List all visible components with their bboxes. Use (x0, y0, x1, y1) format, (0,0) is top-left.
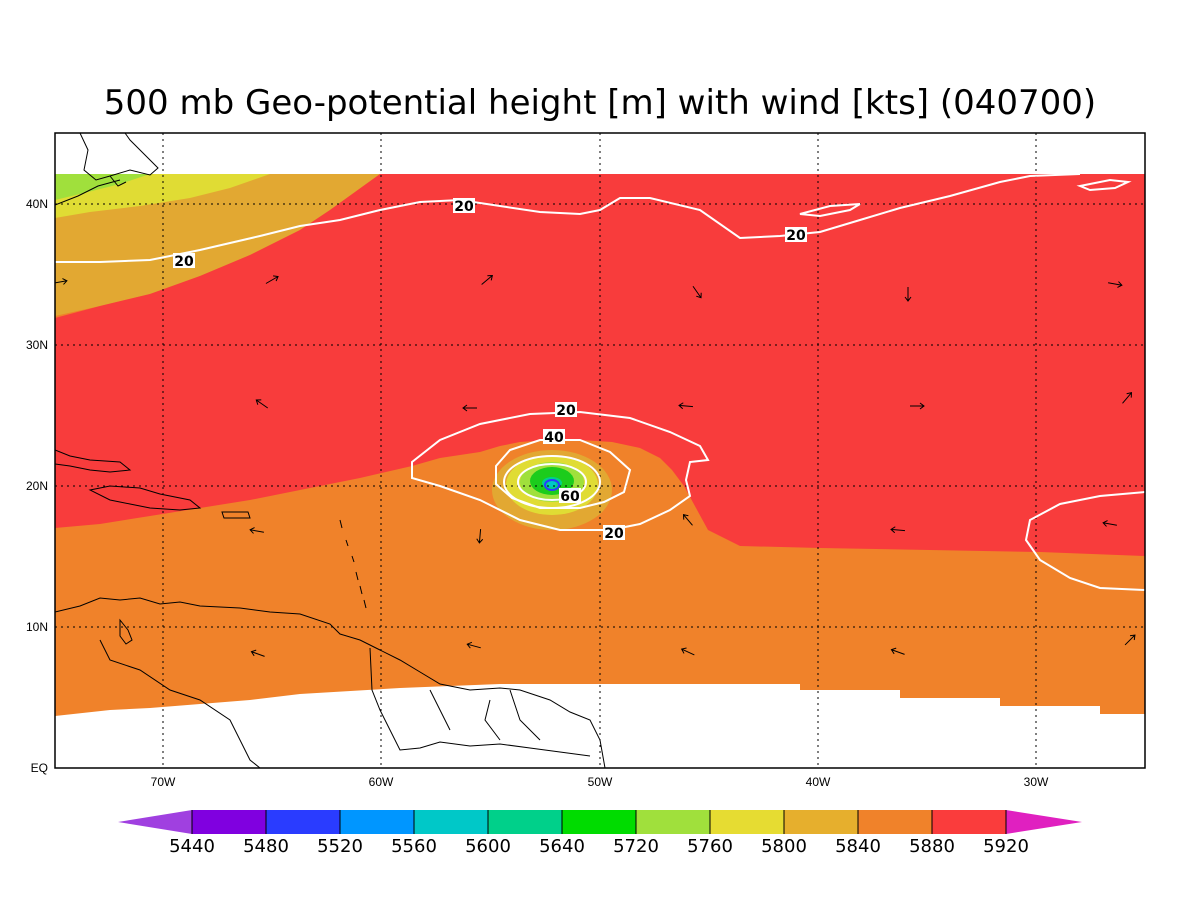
lon-tick-label: 40W (806, 775, 831, 789)
colorbar-label: 5440 (169, 836, 215, 857)
cuba-coast (55, 449, 132, 473)
wind-arrow (910, 402, 925, 410)
lon-tick-label: 70W (151, 775, 176, 789)
colorbar-segment (192, 810, 266, 834)
storm-center (544, 479, 560, 491)
wind-arrow (481, 274, 494, 285)
wind-arrow (265, 275, 279, 284)
wind-contour-20-ne (799, 203, 861, 218)
puerto-rico-coast (221, 511, 251, 519)
wind-arrow (678, 402, 694, 410)
wind-contour-20-ne2 (1076, 178, 1132, 192)
lake-maracaibo (119, 618, 133, 645)
contour-label: 20 (786, 228, 806, 244)
wind-contour-20-storm (411, 410, 710, 531)
wind-arrow (249, 527, 264, 534)
colorbar-label: 5600 (465, 836, 511, 857)
colorbar-label: 5880 (909, 836, 955, 857)
wind-arrow (1108, 281, 1123, 288)
wind-contour-inner (517, 463, 587, 501)
lat-tick-label: 40N (26, 197, 48, 211)
colorbar-label: 5920 (983, 836, 1029, 857)
colorbar-high-arrow (1006, 810, 1082, 834)
contour-label: 40 (544, 430, 564, 446)
colorbar: 5440 5480 5520 5560 5600 5640 5720 5760 … (118, 810, 1082, 857)
contour-labels: 20 20 20 20 40 60 20 (173, 198, 807, 542)
wind-arrow (1102, 520, 1117, 527)
colorbar-segment (562, 810, 636, 834)
map-frame (54, 132, 1146, 769)
lat-tick-label: 20N (26, 479, 48, 493)
hispaniola-coast (88, 485, 202, 511)
lon-tick-label: 50W (588, 775, 613, 789)
contour-label: 20 (454, 199, 474, 215)
wind-arrow (255, 399, 269, 409)
north-america-coast (79, 133, 159, 181)
wind-arrow (904, 287, 912, 302)
guiana-borders (429, 689, 541, 741)
lat-tick-label: 30N (26, 338, 48, 352)
contour-label: 60 (560, 489, 580, 505)
colorbar-segment (488, 810, 562, 834)
colorbar-segment (414, 810, 488, 834)
colorbar-label: 5840 (835, 836, 881, 857)
colorbar-segment (858, 810, 932, 834)
lon-axis: 70W 60W 50W 40W 30W (151, 775, 1049, 789)
wind-contours (55, 173, 1145, 591)
colorbar-label: 5720 (613, 836, 659, 857)
colorbar-label: 5520 (317, 836, 363, 857)
band-5760 (55, 174, 150, 200)
colorbar-segment (784, 810, 858, 834)
wind-arrow (692, 285, 702, 299)
lesser-antilles (339, 519, 367, 609)
lon-tick-label: 30W (1024, 775, 1049, 789)
map-title: 500 mb Geo-potential height [m] with win… (104, 83, 1096, 123)
orinoco-delta (369, 647, 591, 757)
band-5920 (55, 174, 1145, 556)
colorbar-segment (710, 810, 784, 834)
wind-arrow (890, 526, 906, 534)
south-america-coast (55, 597, 606, 768)
wind-arrow (890, 647, 905, 655)
colorbar-label: 5800 (761, 836, 807, 857)
wind-arrow (680, 647, 695, 656)
wind-contour-20-east (1024, 491, 1145, 591)
colorbar-segment (932, 810, 1006, 834)
wind-arrow (1122, 391, 1133, 404)
colorbar-segment (266, 810, 340, 834)
wind-arrow (682, 513, 693, 526)
colorbar-label: 5480 (243, 836, 289, 857)
lat-tick-label: EQ (31, 761, 48, 775)
grid-lines (55, 133, 1145, 768)
colorbar-label: 5560 (391, 836, 437, 857)
coastlines (55, 133, 606, 768)
lat-axis: EQ 10N 20N 30N 40N (26, 197, 48, 775)
colombia-border (99, 639, 261, 768)
colorbar-label: 5640 (539, 836, 585, 857)
contour-label: 20 (604, 526, 624, 542)
wind-arrow (1124, 634, 1136, 646)
wind-contour-40 (495, 439, 632, 509)
lat-tick-label: 10N (26, 620, 48, 634)
long-island-coast (55, 179, 121, 206)
contour-label: 20 (174, 254, 194, 270)
colorbar-labels: 5440 5480 5520 5560 5600 5640 5720 5760 … (169, 836, 1029, 857)
colorbar-label: 5760 (687, 836, 733, 857)
lon-tick-label: 60W (369, 775, 394, 789)
wind-arrow (466, 641, 481, 649)
wind-contour-60 (503, 455, 601, 509)
nova-scotia-coast (109, 175, 127, 187)
colorbar-low-arrow (118, 810, 192, 834)
colorbar-segment (636, 810, 710, 834)
colorbar-segment (340, 810, 414, 834)
wind-vectors (55, 274, 1136, 657)
wind-contour-20-north (55, 173, 1081, 263)
wind-arrow (250, 649, 265, 657)
wind-arrow (476, 528, 484, 544)
wind-arrow (462, 404, 477, 412)
contour-label: 20 (556, 403, 576, 419)
map-plot: 20 20 20 20 40 60 20 (55, 133, 1145, 768)
